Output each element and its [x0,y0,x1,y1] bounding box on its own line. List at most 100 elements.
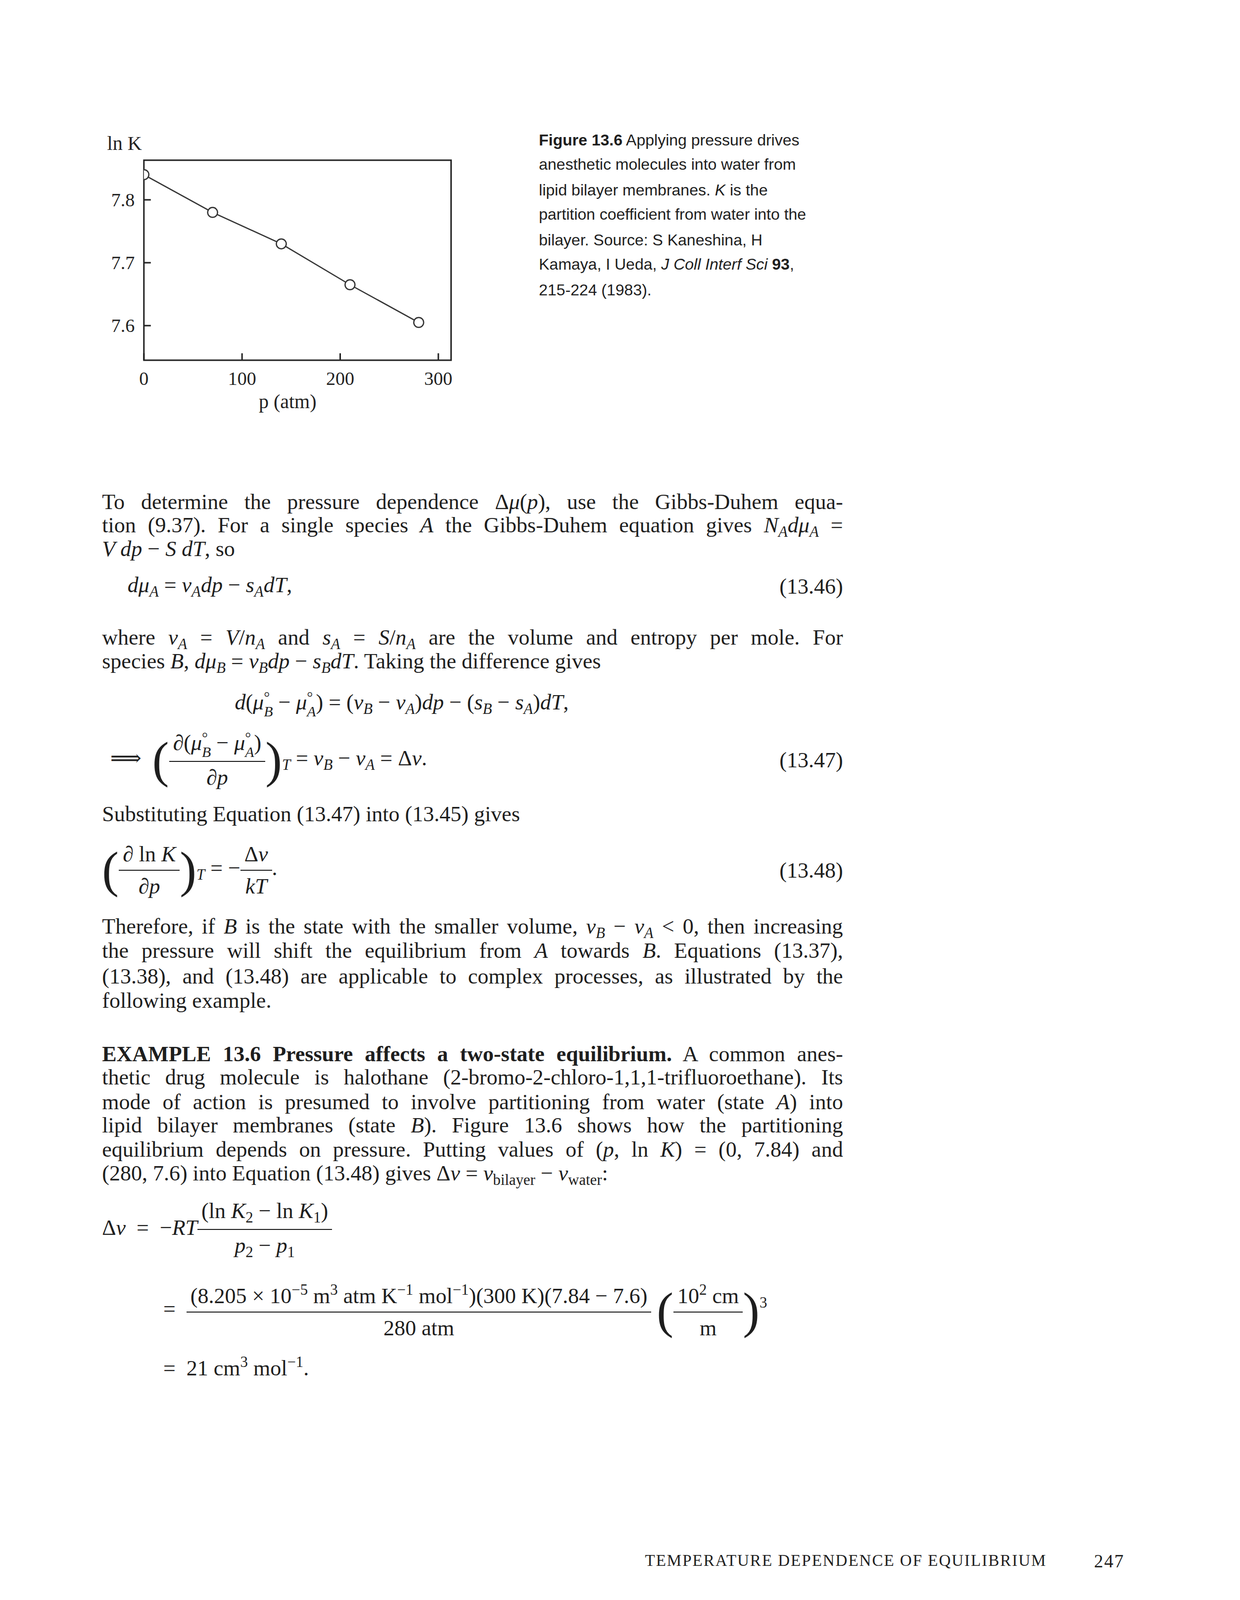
denominator: ∂p [202,762,233,792]
italic-text: J Coll Interf Sci [661,255,768,274]
equation-body: = 21 cm3 mol−1. [163,1353,309,1382]
sup-sub-stack: °B [263,690,273,719]
text: ) [532,690,541,715]
subscript: A [405,700,415,718]
text [767,255,772,274]
text: (13.38), and (13.48) are applicable to c… [101,964,843,989]
sup-sub-stack: °A [244,730,254,760]
equation-number: (13.46) [694,537,844,637]
text: = − [204,856,241,881]
numerator: Δv [240,840,273,871]
equation-number-text: (13.47) [779,747,843,773]
superscript: −1 [452,1281,470,1299]
text-line: V dp − S dT, so [101,536,236,563]
text: atm K [337,1284,398,1309]
italic-text: v [450,1161,461,1186]
italic-text: K [298,1198,314,1224]
superscript: ° [263,690,273,705]
text: . [272,856,278,881]
text-line: equilibrium depends on pressure. Putting… [101,1137,843,1163]
text: − [605,914,635,939]
subscript: A [191,583,201,601]
text: Δ [101,1215,116,1240]
equation-body: d(μ°B − μ°A) = (vB − vA)dp − (sB − sA)dT… [234,689,569,719]
text: and [265,625,323,650]
text: ) [414,690,423,715]
text: ) into [789,1090,844,1115]
italic-text: v [483,1161,494,1186]
text: ), use the Gibbs-Duhem equa- [537,489,843,515]
equation-body: dμA = vAdp − sAdT, [127,572,292,601]
text: 280 atm [383,1316,455,1341]
subscript: 1 [313,1209,321,1227]
italic-text: K [660,1137,675,1162]
text: . [303,1356,309,1381]
x-tick-label: 300 [424,368,453,389]
italic-text: n [395,625,407,650]
text: cm [706,1284,739,1309]
page-number: 247 [1094,1550,1125,1573]
text: towards [547,938,643,963]
italic-text: v [634,914,645,939]
text: − [491,690,516,715]
x-tick-label: 100 [228,368,257,389]
text: is the state with the smaller volume, [237,914,587,939]
italic-text: A [776,1090,790,1115]
y-tick-label: 7.7 [111,252,136,274]
equation: = (8.205 × 10−5 m3 atm K−1 mol−1)(300 K)… [163,1261,767,1361]
text-line: (280, 7.6) into Equation (13.48) gives Δ… [101,1160,609,1193]
subscript: bilayer [492,1171,536,1189]
text: (8.205 × 10 [190,1284,292,1309]
italic-text: S dT [165,536,205,562]
superscript: −1 [286,1353,304,1371]
italic-text: ∂p [206,765,229,790]
x-tick-label: 200 [326,368,355,389]
fraction: ∂ ln K∂p [118,840,180,901]
subscript: A [365,756,376,774]
subscript: A [149,583,159,601]
text: Kamaya, I Ueda, [538,255,662,274]
fraction: 102 cmm [673,1280,743,1342]
plot-frame [143,160,452,361]
italic-text: dp [267,649,290,674]
text-line: lipid bilayer membranes (state B). Figur… [101,1112,843,1139]
big-paren: ( [152,732,170,788]
text: m [699,1316,717,1341]
text: − [222,572,246,598]
data-point [207,207,218,218]
caption-line: partition coefficient from water into th… [538,202,807,227]
x-tick [143,353,145,361]
equation-body: (∂ ln K∂p)T = −ΔvkT. [101,840,278,901]
sup-sub-stack: °A [306,690,316,719]
caption-line: 215-224 (1983). [538,278,652,302]
equation-number: (13.48) [694,820,844,920]
equation-body: = (8.205 × 10−5 m3 atm K−1 mol−1)(300 K)… [163,1280,767,1342]
running-head-text: TEMPERATURE DEPENDENCE OF EQUILIBRIUM [645,1551,1048,1570]
text: tion (9.37). For a single species [101,513,421,538]
italic-text: K [715,181,726,199]
italic-text: p [526,489,538,515]
y-axis-label: ln K [107,132,143,155]
text: anesthetic molecules into water from [538,155,796,174]
data-line [143,174,419,323]
italic-text: ∂ [173,730,185,756]
italic-text: v [248,649,259,674]
subscript: B [363,700,373,718]
equation-body: ⟹ (∂(μ°B − μ°A)∂p)T = vB − vA = Δv. [110,729,428,792]
text: = [225,649,249,674]
italic-text: s [245,572,255,598]
fraction: ΔvkT [240,840,273,901]
text: = 21 cm [163,1356,241,1381]
superscript: −5 [291,1281,308,1299]
numerator: (8.205 × 10−5 m3 atm K−1 mol−1)(300 K)(7… [186,1280,652,1313]
italic-text: s [312,649,322,674]
denominator: m [695,1312,721,1342]
equation: dμA = vAdp − sAdT, [127,537,292,637]
text-line: species B, dμB = vBdp − sBdT. Taking the… [101,648,601,681]
italic-text: S [378,625,390,650]
text: = [460,1161,484,1186]
italic-text: n [244,625,256,650]
plot-data [143,169,424,328]
equation: (∂ ln K∂p)T = −ΔvkT. [101,820,278,920]
italic-text: B [170,649,184,674]
